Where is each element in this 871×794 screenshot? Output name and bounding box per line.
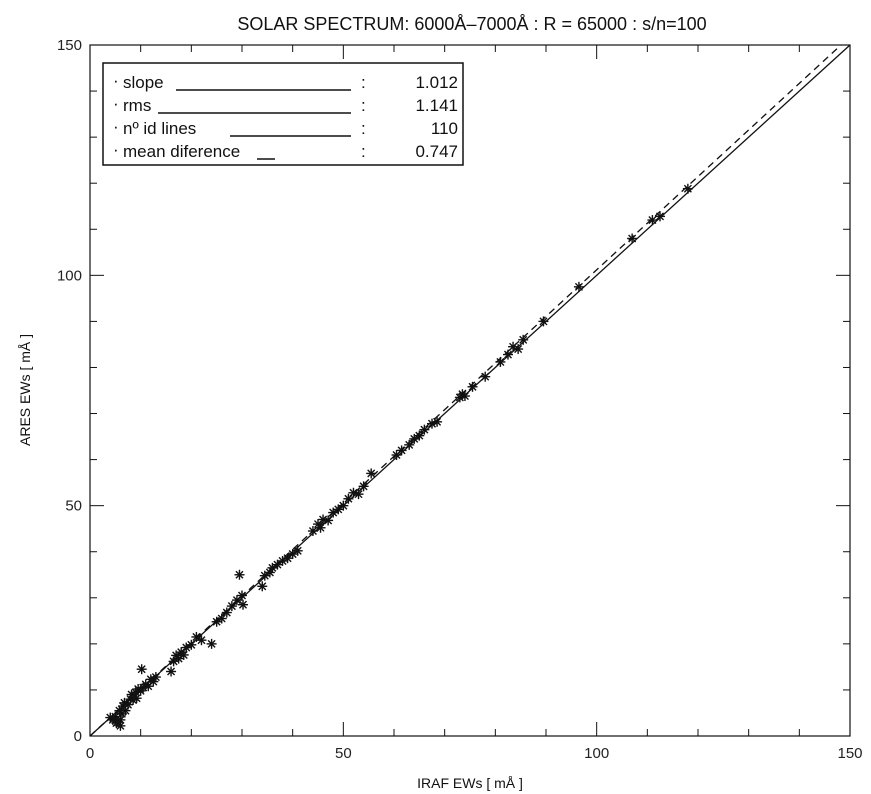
data-point (338, 500, 349, 511)
legend-label: mean diference (123, 142, 240, 161)
legend-label: nº id lines (123, 119, 196, 138)
data-point (358, 481, 369, 492)
legend-bullet: · (113, 94, 119, 113)
legend-label: slope (123, 73, 164, 92)
y-tick-label: 0 (74, 728, 82, 745)
data-points (105, 183, 693, 731)
y-tick-label: 50 (65, 498, 82, 515)
data-point (136, 664, 147, 675)
data-point (206, 638, 217, 649)
data-point (467, 381, 478, 392)
data-point (647, 215, 658, 226)
data-point (432, 416, 443, 427)
data-point (267, 562, 278, 573)
data-point (234, 569, 245, 580)
data-point (186, 639, 197, 650)
legend-value: 1.141 (415, 96, 458, 115)
data-point (480, 371, 491, 382)
data-point (178, 649, 189, 660)
data-point (292, 545, 303, 556)
legend-separator: : (361, 73, 366, 92)
data-point (323, 515, 334, 526)
data-point (419, 424, 430, 435)
data-point (168, 656, 179, 667)
chart-title: SOLAR SPECTRUM: 6000Å–7000Å : R = 65000 … (237, 14, 706, 34)
legend: · slope:1.012· rms:1.141· nº id lines:110· m… (102, 62, 464, 166)
legend-label: rms (123, 96, 151, 115)
legend-separator: : (361, 119, 366, 138)
data-point (315, 522, 326, 533)
legend-box (102, 62, 464, 166)
axis-ticks (89, 44, 851, 737)
data-point (538, 316, 549, 327)
data-point (191, 631, 202, 642)
axis-tick-labels: 0 50 100 150 0 50 100 150 (57, 37, 863, 762)
plot-area (89, 44, 851, 737)
y-tick-label: 100 (57, 267, 82, 284)
data-point (573, 281, 584, 292)
legend-separator: : (361, 142, 366, 161)
data-point (508, 341, 519, 352)
data-point (366, 468, 377, 479)
data-point (513, 344, 524, 355)
legend-bullet: · (113, 140, 119, 159)
data-point (627, 233, 638, 244)
data-point (115, 714, 126, 725)
data-point (259, 570, 270, 581)
y-tick-label: 150 (57, 37, 82, 54)
x-tick-label: 50 (335, 745, 352, 762)
legend-value: 0.747 (415, 142, 458, 161)
x-axis-label: IRAF EWs [ mÅ ] (417, 775, 523, 791)
data-point (238, 599, 249, 610)
data-point (328, 507, 339, 518)
legend-value: 110 (431, 119, 458, 138)
y-axis-label: ARES EWs [ mÅ ] (17, 334, 33, 446)
data-point (396, 445, 407, 456)
data-point (353, 489, 364, 500)
x-tick-label: 100 (584, 745, 609, 762)
data-point (150, 672, 161, 683)
data-point (495, 356, 506, 367)
data-point (503, 349, 513, 360)
data-point (518, 334, 529, 345)
data-point (333, 504, 344, 515)
data-point (131, 693, 142, 704)
data-point (211, 616, 222, 627)
legend-separator: : (361, 96, 366, 115)
data-point (348, 487, 359, 498)
data-point (221, 607, 232, 618)
legend-bullet: · (113, 117, 119, 136)
data-point (459, 391, 470, 402)
data-point (196, 635, 207, 646)
data-point (287, 549, 298, 560)
data-point (409, 433, 420, 444)
legend-value: 1.012 (415, 73, 458, 92)
data-point (655, 211, 665, 222)
data-point (404, 439, 415, 450)
plot-border (89, 44, 851, 737)
data-point (307, 526, 318, 537)
data-point (237, 590, 247, 601)
legend-bullet: · (113, 71, 119, 90)
x-tick-label: 0 (86, 745, 94, 762)
data-point (272, 559, 283, 570)
data-point (682, 183, 693, 194)
data-point (257, 581, 268, 592)
data-point (166, 666, 177, 677)
x-tick-label: 150 (837, 745, 862, 762)
